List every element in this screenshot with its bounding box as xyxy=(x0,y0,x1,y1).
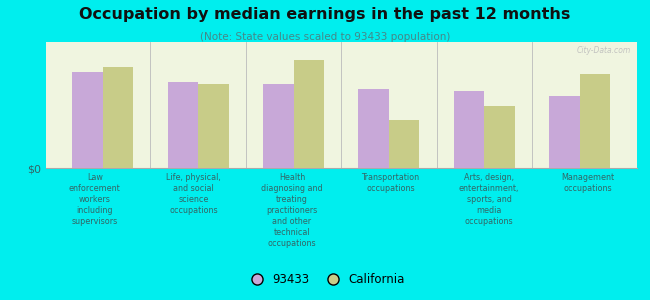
Bar xyxy=(263,84,294,168)
Text: Transportation
occupations: Transportation occupations xyxy=(361,172,420,193)
Legend: 93433, California: 93433, California xyxy=(240,269,410,291)
Text: Arts, design,
entertainment,
sports, and
media
occupations: Arts, design, entertainment, sports, and… xyxy=(459,172,519,226)
Bar xyxy=(580,74,610,168)
Bar xyxy=(549,96,580,168)
Bar xyxy=(484,106,515,168)
Text: Management
occupations: Management occupations xyxy=(561,172,614,193)
Bar xyxy=(389,120,419,168)
Text: Health
diagnosing and
treating
practitioners
and other
technical
occupations: Health diagnosing and treating practitio… xyxy=(261,172,323,248)
Bar xyxy=(454,91,484,168)
Text: Life, physical,
and social
science
occupations: Life, physical, and social science occup… xyxy=(166,172,221,215)
Bar xyxy=(294,60,324,168)
Bar xyxy=(198,84,229,168)
Bar xyxy=(358,89,389,168)
Bar xyxy=(103,67,133,168)
Text: (Note: State values scaled to 93433 population): (Note: State values scaled to 93433 popu… xyxy=(200,32,450,41)
Text: Law
enforcement
workers
including
supervisors: Law enforcement workers including superv… xyxy=(69,172,121,226)
Text: City-Data.com: City-Data.com xyxy=(577,46,631,55)
Bar xyxy=(168,82,198,168)
Text: Occupation by median earnings in the past 12 months: Occupation by median earnings in the pas… xyxy=(79,8,571,22)
Bar xyxy=(72,72,103,168)
